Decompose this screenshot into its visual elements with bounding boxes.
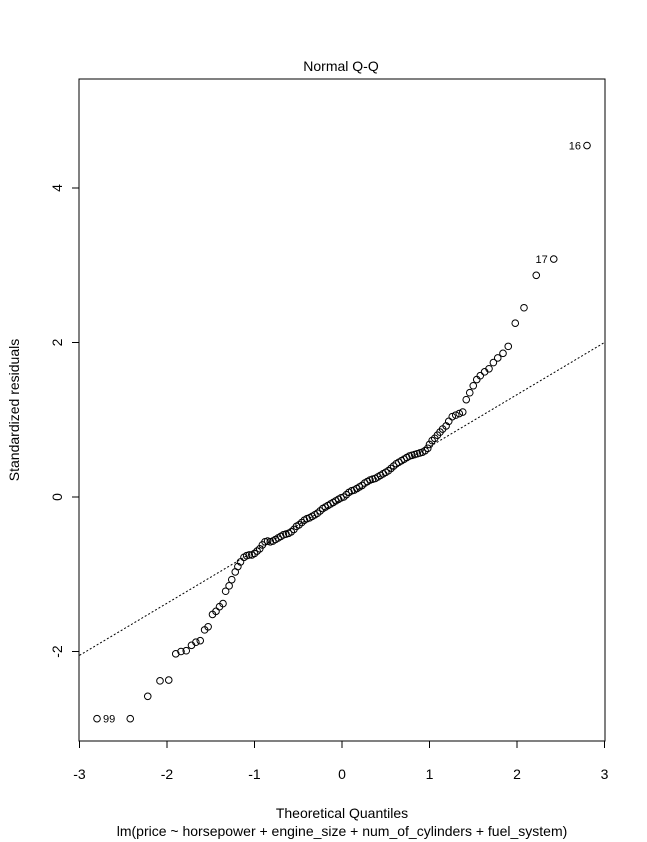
data-point <box>287 527 296 536</box>
data-point <box>425 440 434 449</box>
data-point <box>583 141 591 150</box>
data-point <box>472 375 481 384</box>
data-point <box>384 466 393 475</box>
x-tick-label: 2 <box>513 766 521 782</box>
data-point <box>143 692 152 701</box>
point-label: 17 <box>536 254 548 266</box>
data-point <box>204 622 212 631</box>
data-point <box>297 518 306 527</box>
data-point <box>455 409 464 418</box>
data-point <box>428 436 436 445</box>
data-point <box>295 521 303 529</box>
data-point <box>469 381 478 390</box>
data-point <box>451 411 460 419</box>
data-point <box>313 509 322 518</box>
y-tick-label: -2 <box>49 645 65 658</box>
data-point <box>421 446 429 455</box>
point-label: 16 <box>569 141 581 153</box>
x-tick-label: 1 <box>426 766 434 782</box>
data-point <box>316 507 324 515</box>
data-point <box>511 319 520 327</box>
x-tick-label: 0 <box>338 766 346 782</box>
data-point <box>387 464 395 473</box>
data-point <box>465 388 474 397</box>
data-point <box>358 481 366 490</box>
data-point <box>504 342 513 351</box>
plot-frame <box>78 78 606 742</box>
x-tick-label: 3 <box>601 766 609 782</box>
x-tick-label: -2 <box>161 766 174 782</box>
data-point <box>423 444 432 453</box>
data-point <box>221 587 230 596</box>
x-axis: -3 -2 -1 0 1 2 3 <box>73 740 609 782</box>
x-tick-label: -3 <box>73 766 86 782</box>
data-point <box>493 354 502 362</box>
y-tick-label: 4 <box>49 184 65 192</box>
data-point <box>219 599 227 608</box>
data-point <box>93 714 101 723</box>
data-point <box>156 677 164 685</box>
point-label: 99 <box>103 714 115 726</box>
data-point <box>448 412 457 421</box>
data-point <box>250 549 259 558</box>
data-point <box>520 303 528 312</box>
data-point <box>389 462 398 470</box>
data-point <box>126 714 135 723</box>
points-layer <box>93 141 591 723</box>
data-point <box>253 547 261 555</box>
data-point <box>532 271 541 280</box>
data-point <box>255 544 264 553</box>
chart-title: Normal Q-Q <box>303 58 379 74</box>
x-tick-label: -1 <box>248 766 261 782</box>
data-point <box>476 371 485 380</box>
y-tick-label: 2 <box>49 338 65 346</box>
data-point <box>339 493 348 501</box>
x-axis-label: Theoretical Quantiles <box>276 805 408 821</box>
data-point <box>458 408 467 416</box>
point-labels: 16 17 99 <box>103 141 581 726</box>
data-point <box>227 575 236 584</box>
data-point <box>499 349 507 358</box>
data-point <box>177 647 185 656</box>
data-point <box>164 676 173 684</box>
chart-subtitle: lm(price ~ horsepower + engine_size + nu… <box>117 823 568 839</box>
data-point <box>245 551 254 559</box>
data-point <box>462 395 471 404</box>
data-point <box>192 638 200 647</box>
data-point <box>489 358 498 367</box>
y-tick-label: 0 <box>49 493 65 501</box>
data-point <box>182 646 191 655</box>
y-axis-label: Standardized residuals <box>6 339 22 481</box>
data-point <box>196 636 205 645</box>
data-point <box>342 490 351 499</box>
data-point <box>485 364 493 373</box>
data-point <box>549 255 558 263</box>
data-point <box>225 582 233 590</box>
y-axis: -2 0 2 4 <box>49 184 80 658</box>
